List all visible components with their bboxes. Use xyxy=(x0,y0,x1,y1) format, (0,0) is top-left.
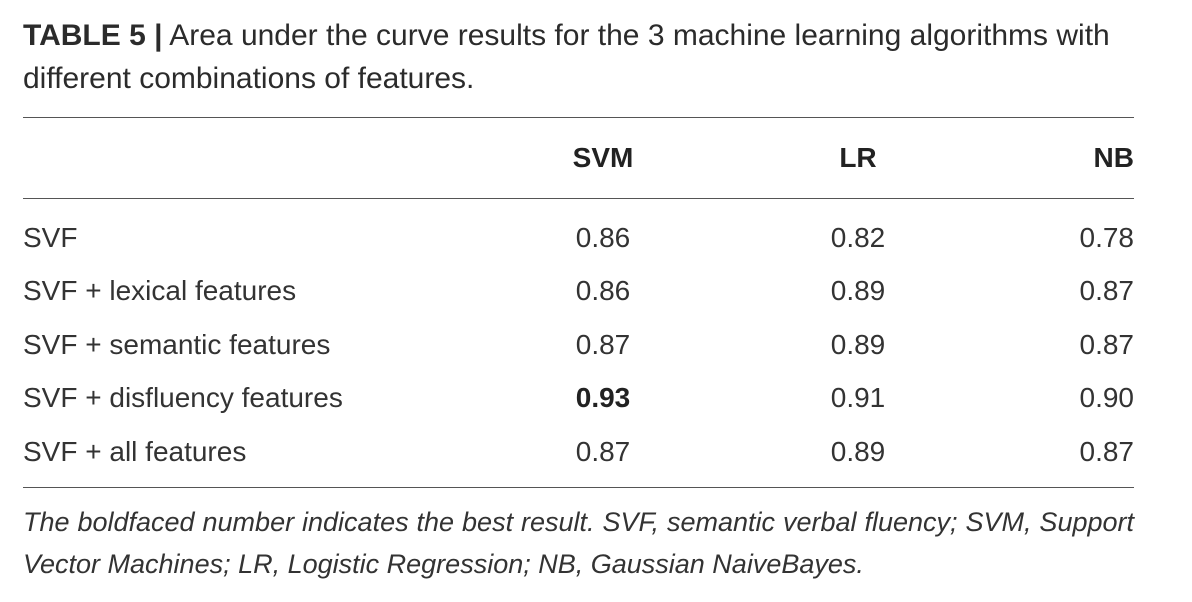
cell-nb: 0.87 xyxy=(1079,435,1135,467)
table-header-row: SVM LR NB xyxy=(23,118,1134,198)
cell-lr: 0.91 xyxy=(830,382,886,414)
table-caption: TABLE 5 | Area under the curve results f… xyxy=(23,14,1134,100)
column-header-svm: SVM xyxy=(572,142,634,173)
row-label: SVF + all features xyxy=(23,435,247,467)
cell-nb: 0.90 xyxy=(1079,382,1135,414)
cell-svm: 0.86 xyxy=(575,221,631,253)
cell-svm: 0.86 xyxy=(575,275,631,307)
table-footnote: The boldfaced number indicates the best … xyxy=(23,506,1134,579)
cell-nb: 0.87 xyxy=(1079,275,1135,307)
cell-lr: 0.82 xyxy=(830,221,886,253)
column-header-label xyxy=(23,118,503,198)
cell-nb: 0.87 xyxy=(1079,328,1135,360)
row-label: SVF + disfluency features xyxy=(23,382,343,414)
cell-lr: 0.89 xyxy=(830,435,886,467)
table-bottom-rule xyxy=(23,486,1134,488)
table-caption-label: TABLE 5 xyxy=(23,19,146,52)
cell-lr: 0.89 xyxy=(830,275,886,307)
table-top-rule xyxy=(23,117,1134,118)
table-caption-separator: | xyxy=(154,19,163,52)
cell-svm: 0.87 xyxy=(575,435,631,467)
cell-nb: 0.78 xyxy=(1079,221,1135,253)
table-row: SVF + semantic features 0.87 0.89 0.87 xyxy=(23,318,1134,372)
column-header-lr: LR xyxy=(839,142,877,173)
cell-lr: 0.89 xyxy=(830,328,886,360)
column-header-nb: NB xyxy=(1093,142,1134,173)
row-label: SVF xyxy=(23,221,78,253)
table-row: SVF + disfluency features 0.93 0.91 0.90 xyxy=(23,372,1134,426)
cell-svm-best: 0.93 xyxy=(575,382,631,414)
table-row: SVF 0.86 0.82 0.78 xyxy=(23,199,1134,265)
cell-svm: 0.87 xyxy=(575,328,631,360)
row-label: SVF + lexical features xyxy=(23,275,297,307)
table-header-rule xyxy=(23,198,1134,199)
table-row: SVF + lexical features 0.86 0.89 0.87 xyxy=(23,265,1134,319)
table-row: SVF + all features 0.87 0.89 0.87 xyxy=(23,425,1134,487)
row-label: SVF + semantic features xyxy=(23,328,331,360)
table-figure: TABLE 5 | Area under the curve results f… xyxy=(23,14,1134,585)
results-table: SVM LR NB SVF 0.86 0.82 0.78 SVF + lexic… xyxy=(23,118,1134,487)
table-caption-text: Area under the curve results for the 3 m… xyxy=(23,19,1110,95)
